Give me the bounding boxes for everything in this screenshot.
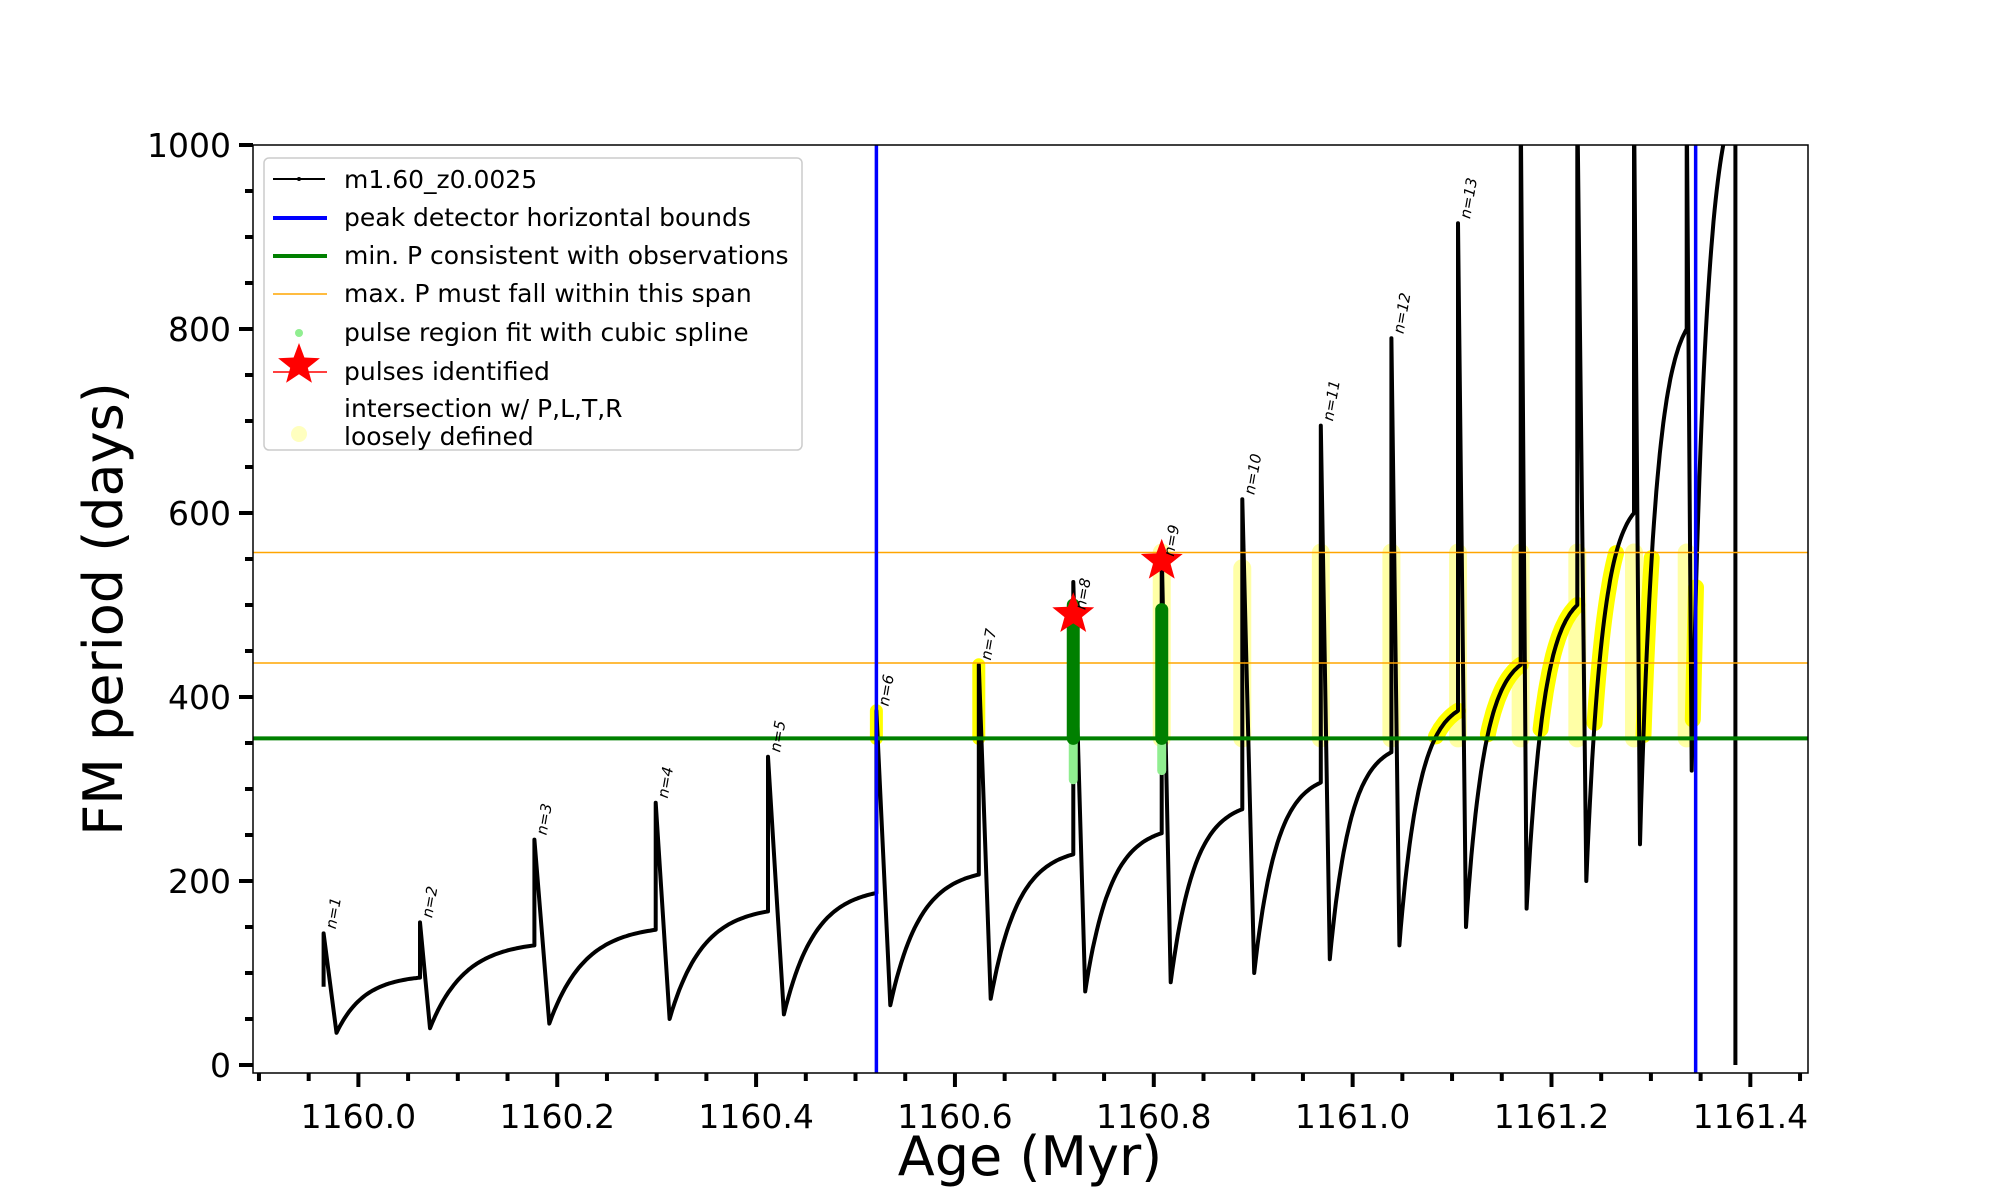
x-tick-label: 1161.2 bbox=[1494, 1097, 1609, 1136]
pulse-label: n=6 bbox=[875, 673, 898, 707]
x-tick-label: 1160.8 bbox=[1096, 1097, 1211, 1136]
x-tick-label: 1161.0 bbox=[1295, 1097, 1410, 1136]
legend-label-maxp: max. P must fall within this span bbox=[344, 279, 752, 308]
legend-label-model: m1.60_z0.0025 bbox=[344, 165, 537, 194]
pulse-identified-star bbox=[1140, 538, 1183, 579]
x-tick-label: 1160.0 bbox=[301, 1097, 416, 1136]
legend-model-marker bbox=[297, 177, 301, 181]
plot-layer bbox=[253, 145, 1808, 1073]
pulse-label: n=2 bbox=[418, 885, 441, 919]
y-tick-label: 800 bbox=[168, 310, 231, 349]
legend-intersection-marker bbox=[291, 426, 307, 442]
x-tick-label: 1160.2 bbox=[500, 1097, 615, 1136]
legend-label-spline: pulse region fit with cubic spline bbox=[344, 318, 749, 347]
legend-label-intersection-1: intersection w/ P,L,T,R bbox=[344, 394, 623, 423]
y-tick-label: 200 bbox=[168, 862, 231, 901]
pulse-label: n=4 bbox=[654, 765, 677, 799]
legend: m1.60_z0.0025 peak detector horizontal b… bbox=[263, 157, 803, 451]
legend-box bbox=[263, 157, 803, 451]
legend-spline-marker bbox=[295, 329, 303, 337]
y-tick-label: 400 bbox=[168, 678, 231, 717]
y-axis-label: FM period (days) bbox=[72, 382, 135, 836]
pulse-label: n=1 bbox=[322, 896, 345, 930]
legend-label-minp: min. P consistent with observations bbox=[344, 241, 789, 270]
pulse-annotations: n=1 n=2n=3n=4n=5n=6n=7n=8n=9n=10n=11n=12n… bbox=[322, 176, 1481, 930]
legend-label-star: pulses identified bbox=[344, 357, 550, 386]
pulse-label: n=3 bbox=[533, 802, 556, 836]
x-tick-label: 1161.4 bbox=[1693, 1097, 1808, 1136]
axes: 1160.0 1160.2 1160.4 1160.6 1160.8 1161.0 1161… bbox=[147, 126, 1808, 1136]
pulse-label: n=8 bbox=[1071, 577, 1094, 611]
pulse-label: n=7 bbox=[977, 627, 1000, 662]
pulse-label: n=9 bbox=[1160, 523, 1183, 557]
x-axis-label: Age (Myr) bbox=[898, 1125, 1163, 1188]
legend-star-icon bbox=[278, 343, 320, 383]
legend-label-bounds: peak detector horizontal bounds bbox=[344, 203, 751, 232]
x-tick-label: 1160.4 bbox=[698, 1097, 813, 1136]
y-tick-label: 1000 bbox=[147, 126, 231, 165]
y-tick-label: 600 bbox=[168, 494, 231, 533]
y-tick-label: 0 bbox=[210, 1046, 231, 1085]
model-line bbox=[321, 145, 1738, 1065]
plot-frame bbox=[252, 144, 1809, 1074]
x-tick-label: 1160.6 bbox=[897, 1097, 1012, 1136]
pulse-label: n=5 bbox=[766, 719, 789, 753]
pulse-identified-star bbox=[1052, 592, 1095, 632]
legend-label-intersection-2: loosely defined bbox=[344, 422, 534, 451]
